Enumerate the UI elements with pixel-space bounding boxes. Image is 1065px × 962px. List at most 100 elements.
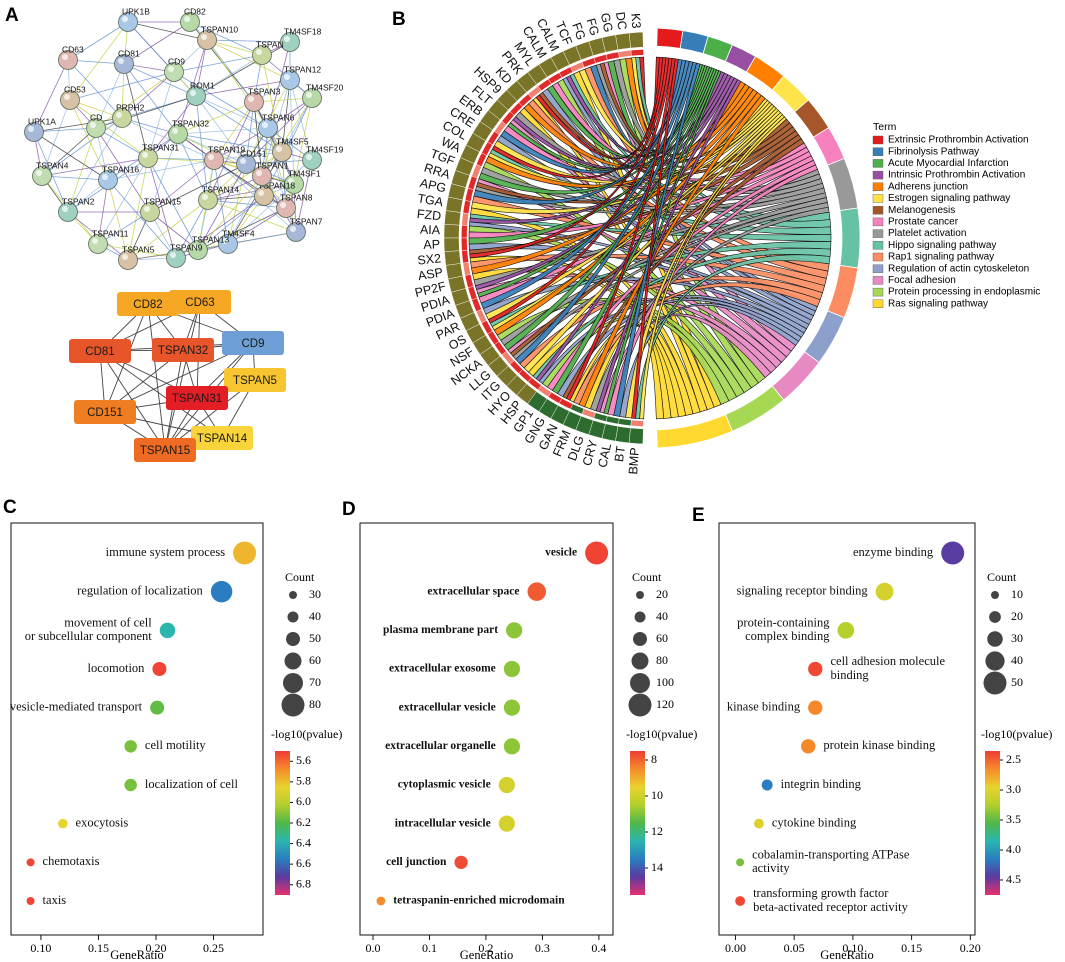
- category-label: immune system process: [106, 545, 226, 559]
- bubble: [124, 740, 137, 753]
- size-legend-label: 80: [656, 653, 668, 667]
- network-edge: [97, 243, 177, 259]
- gene-arc: [588, 37, 606, 56]
- node-highlight: [258, 190, 264, 196]
- gene-arc: [516, 383, 537, 405]
- network-edge: [289, 79, 295, 185]
- gene-label: APG: [419, 176, 448, 196]
- network-node-label: TSPAN1: [256, 160, 289, 170]
- network-edge: [69, 99, 149, 159]
- bubble: [503, 660, 521, 678]
- network-edge: [33, 127, 97, 133]
- size-legend-dot: [989, 611, 1001, 623]
- bubble: [527, 582, 547, 601]
- category-label: chemotaxis: [43, 854, 100, 868]
- colorbar-label: 10: [651, 788, 663, 802]
- node-highlight: [240, 158, 246, 164]
- x-tick-label: 0.2: [478, 941, 493, 955]
- network-edge: [127, 249, 199, 261]
- term-arc: [656, 27, 684, 49]
- core-node: [166, 386, 228, 410]
- node-highlight: [208, 154, 214, 160]
- size-legend-dot: [985, 651, 1005, 671]
- x-tick-label: 0.20: [960, 941, 981, 955]
- node-highlight: [144, 206, 150, 212]
- node-highlight: [256, 170, 262, 176]
- network-edge: [206, 39, 291, 81]
- network-edge: [197, 175, 263, 251]
- chord-ribbon: [613, 62, 701, 417]
- gene-label: AP: [423, 237, 440, 252]
- plot-frame: [359, 522, 614, 936]
- size-legend-label: 120: [656, 697, 674, 711]
- network-edge: [207, 101, 255, 201]
- network-node-label: TM4SF20: [306, 82, 344, 92]
- category-label: movement of cell or subcellular component: [25, 615, 153, 643]
- size-legend-dot: [633, 632, 647, 646]
- gene-arc: [443, 237, 460, 252]
- legend-swatch: [872, 135, 884, 145]
- legend-label: Acute Myocardial Infarction: [888, 158, 1009, 169]
- panel-label: D: [342, 499, 356, 520]
- legend-swatch: [872, 170, 884, 180]
- legend-swatch: [872, 287, 884, 297]
- legend-label: Protein processing in endoplasmic: [888, 287, 1040, 298]
- network-edge: [41, 117, 123, 177]
- network-node-label: CD: [90, 112, 102, 122]
- node-highlight: [122, 16, 128, 22]
- legend-swatch: [872, 147, 884, 156]
- network-node-label: TSPAN10: [201, 24, 238, 34]
- network-edge: [195, 41, 291, 97]
- node-highlight: [172, 128, 178, 134]
- gene-label: CRY: [580, 438, 601, 468]
- network-node-label: UPK1A: [28, 116, 56, 126]
- network-edge: [107, 159, 215, 181]
- node-highlight: [192, 244, 198, 250]
- gene-arc: [479, 345, 501, 366]
- core-node: [74, 400, 136, 424]
- legend-swatch: [872, 241, 884, 250]
- bubble: [735, 896, 746, 906]
- node-highlight: [90, 122, 96, 128]
- bubble: [498, 815, 515, 832]
- colorbar-label: 5.6: [296, 753, 311, 767]
- network-node-label: TSPAN13: [192, 234, 229, 244]
- core-node-label: TSPAN14: [197, 433, 248, 445]
- bubble: [761, 779, 773, 791]
- gene-arc: [460, 312, 480, 332]
- network-edge: [121, 117, 215, 161]
- colorbar-label: 12: [651, 824, 663, 838]
- gene-arc: [447, 275, 467, 293]
- size-legend-title: Count: [285, 570, 315, 584]
- gene-arc: [506, 80, 527, 102]
- size-legend-dot: [284, 652, 302, 670]
- size-legend-dot: [628, 693, 652, 717]
- x-tick-label: 0.1: [422, 941, 437, 955]
- size-legend-dot: [286, 632, 300, 646]
- network-node-label: TSPAN8: [280, 192, 313, 202]
- network-node-label: TSPAN16: [102, 164, 139, 174]
- colorbar-label: 14: [651, 860, 663, 874]
- network-node-label: TSPAN31: [142, 142, 179, 152]
- size-legend-label: 60: [656, 631, 668, 645]
- node-highlight: [201, 34, 207, 40]
- network-edge: [123, 21, 191, 65]
- x-tick-label: 0.0: [365, 941, 380, 955]
- network-edge: [213, 159, 229, 245]
- network-edge: [227, 183, 295, 245]
- legend-label: Rap1 signaling pathway: [888, 252, 994, 263]
- x-tick-label: 0.15: [901, 941, 922, 955]
- legend-swatch: [872, 194, 884, 203]
- panel-label: E: [692, 505, 705, 526]
- network-node-label: TM4SF5: [276, 136, 309, 146]
- legend-swatch: [872, 229, 884, 238]
- network-edge: [195, 95, 247, 165]
- network-edge: [69, 71, 175, 101]
- network-edge: [206, 39, 291, 43]
- gene-arc: [615, 32, 631, 50]
- network-edge: [95, 95, 197, 129]
- network-edge: [173, 54, 263, 73]
- network-edge: [173, 71, 269, 129]
- node-highlight: [288, 178, 294, 184]
- gene-label: AIA: [420, 223, 441, 238]
